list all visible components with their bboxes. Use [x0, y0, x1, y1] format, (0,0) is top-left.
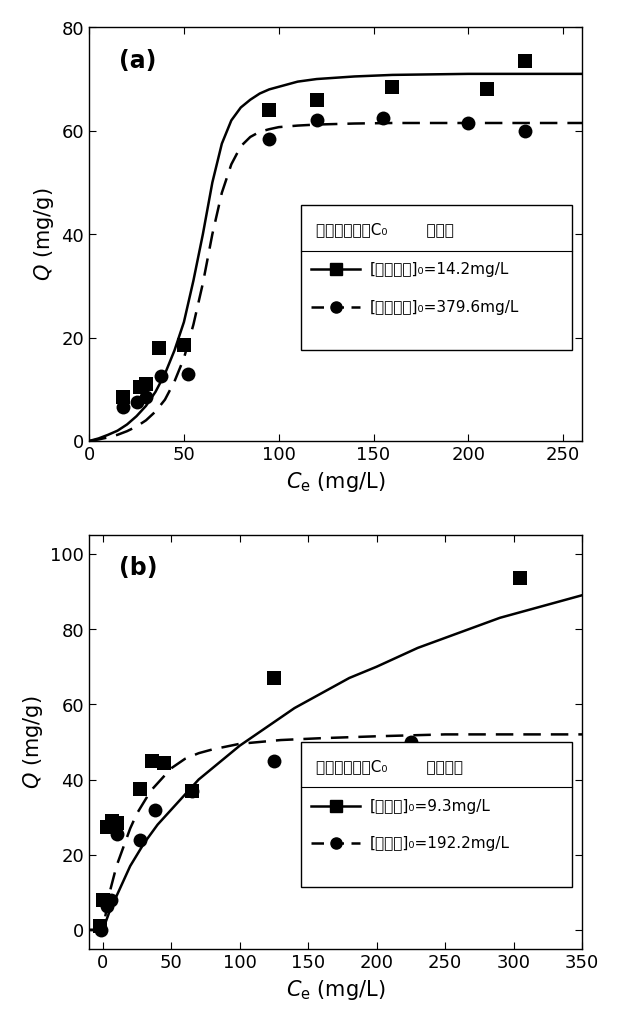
- Point: [150, 801, 160, 818]
- Point: [112, 826, 122, 842]
- Point: [406, 734, 416, 750]
- X-axis label: $C_\mathrm{e}$ (mg/L): $C_\mathrm{e}$ (mg/L): [286, 977, 386, 1002]
- Point: [135, 781, 144, 797]
- Text: [正磷酸根]₀=379.6mg/L: [正磷酸根]₀=379.6mg/L: [370, 299, 520, 315]
- Point: [135, 379, 145, 396]
- Point: [520, 53, 530, 69]
- Point: [312, 92, 322, 108]
- Point: [102, 897, 112, 914]
- Point: [520, 123, 530, 139]
- Point: [264, 131, 274, 147]
- Point: [154, 340, 164, 357]
- Point: [159, 754, 169, 771]
- Point: [141, 389, 151, 406]
- Point: [269, 670, 279, 687]
- Point: [118, 400, 128, 416]
- Point: [102, 819, 112, 835]
- Text: 共存离子浓度C₀        硝酸根: 共存离子浓度C₀ 硝酸根: [316, 222, 454, 237]
- Text: [硝酸根]₀=9.3mg/L: [硝酸根]₀=9.3mg/L: [370, 798, 491, 814]
- Text: [正磷酸根]₀=14.2mg/L: [正磷酸根]₀=14.2mg/L: [370, 263, 510, 277]
- Point: [135, 832, 144, 848]
- Point: [388, 79, 397, 95]
- Point: [95, 918, 105, 934]
- Point: [264, 102, 274, 119]
- Y-axis label: $Q$ (mg/g): $Q$ (mg/g): [32, 188, 56, 281]
- Bar: [301, 742, 572, 887]
- Point: [97, 922, 107, 938]
- Text: (a): (a): [118, 48, 156, 73]
- Point: [147, 752, 157, 769]
- Point: [141, 376, 151, 392]
- Point: [463, 115, 473, 132]
- Text: 共存离子浓度C₀        正磷酸根: 共存离子浓度C₀ 正磷酸根: [316, 758, 463, 774]
- Point: [183, 366, 193, 382]
- Point: [112, 815, 122, 831]
- Point: [179, 337, 189, 354]
- Bar: [301, 205, 572, 351]
- Text: (b): (b): [118, 556, 157, 579]
- Point: [106, 892, 116, 909]
- Point: [482, 82, 492, 98]
- Point: [131, 394, 141, 411]
- Point: [312, 112, 322, 129]
- X-axis label: $C_\mathrm{e}$ (mg/L): $C_\mathrm{e}$ (mg/L): [286, 470, 386, 494]
- Point: [156, 369, 166, 385]
- Point: [515, 570, 525, 587]
- Y-axis label: $Q$ (mg/g): $Q$ (mg/g): [21, 695, 45, 789]
- Point: [118, 389, 128, 406]
- Point: [269, 752, 279, 769]
- Text: [硝酸根]₀=192.2mg/L: [硝酸根]₀=192.2mg/L: [370, 836, 510, 851]
- Point: [187, 783, 197, 799]
- Point: [378, 110, 388, 127]
- Point: [187, 783, 197, 799]
- Point: [98, 892, 108, 909]
- Point: [107, 812, 117, 829]
